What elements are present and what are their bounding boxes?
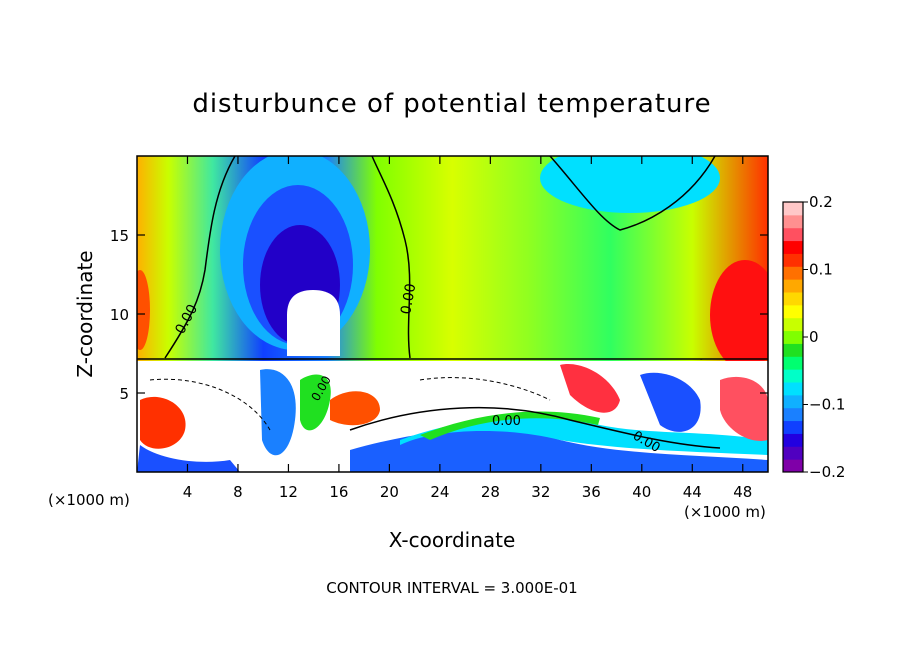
x-tick-label: 24: [430, 483, 449, 501]
colorbar-swatch: [783, 266, 803, 280]
x-tick-label: 8: [233, 483, 243, 501]
far-right-eddy: [720, 376, 768, 441]
x-tick-label: 28: [481, 483, 500, 501]
contour-label: 0.00: [492, 414, 521, 429]
undefined-region-upper: [287, 290, 340, 356]
x-tick-label: 40: [632, 483, 651, 501]
chart-title: disturbunce of potential temperature: [192, 89, 711, 119]
colorbar-swatch: [783, 420, 803, 434]
lower-cyan-band: [400, 416, 768, 455]
y-tick-label: 15: [110, 227, 129, 245]
colorbar-swatch: [783, 279, 803, 293]
colorbar-swatch: [783, 446, 803, 460]
lower-green-band: [420, 411, 600, 440]
center-eddy: [260, 369, 296, 456]
x-unit-right: (×1000 m): [684, 503, 766, 521]
lower-blue-band: [350, 429, 768, 472]
colorbar-swatch: [783, 317, 803, 332]
x-tick-label: 16: [329, 483, 348, 501]
colorbar-swatch: [783, 330, 803, 344]
contour-zero-right: [549, 156, 716, 231]
left-warm: [137, 270, 150, 350]
y-tick-label: 5: [119, 385, 129, 403]
colorbar-swatch: [783, 407, 803, 422]
contour-label: 0.00: [398, 282, 419, 315]
right-eddy-blue: [640, 372, 701, 432]
colorbar-tick-label: 0: [809, 328, 819, 346]
upper-right-cool: [540, 156, 720, 213]
colorbar-tick-label: −0.2: [809, 463, 845, 481]
colorbar-tick-label: 0.1: [809, 261, 833, 279]
x-axis: 4 8 12 16 20 24 28 32 36 40 44 48: [183, 156, 752, 501]
left-eddy-red: [140, 396, 186, 449]
x-tick-label: 4: [183, 483, 193, 501]
colorbar-swatch: [783, 382, 803, 396]
x-tick-label: 44: [683, 483, 702, 501]
right-warm: [710, 260, 768, 370]
colorbar-swatch: [783, 240, 803, 254]
mid-eddy-red: [330, 391, 380, 426]
x-tick-label: 48: [733, 483, 752, 501]
plot-field: [137, 156, 768, 472]
center-eddy-2: [300, 374, 331, 431]
x-tick-label: 12: [279, 483, 298, 501]
y-tick-label: 10: [110, 306, 129, 324]
contour-dashed-lower: [149, 377, 551, 431]
colorbar-tick-label: 0.2: [809, 193, 833, 211]
x-tick-label: 36: [582, 483, 601, 501]
colorbar-swatch: [783, 343, 803, 357]
contour-zero-left: [164, 156, 236, 359]
x-axis-label: X-coordinate: [389, 528, 516, 552]
colorbar-swatch: [783, 304, 803, 319]
contour-zero-lower: [349, 406, 721, 449]
contour-interval: CONTOUR INTERVAL = 3.000E-01: [326, 579, 577, 597]
colorbar-swatch: [783, 202, 803, 216]
y-axis: 5 10 15: [110, 227, 768, 403]
colorbar-swatch: [783, 227, 803, 242]
y-axis-label: Z-coordinate: [73, 250, 97, 377]
x-unit-left: (×1000 m): [48, 491, 130, 509]
colorbar-tick-label: −0.1: [809, 396, 845, 414]
colorbar-swatch: [783, 214, 803, 229]
colorbar-swatch: [783, 394, 803, 409]
colorbar: 0.2 0.1 0 −0.1 −0.2: [782, 193, 845, 481]
colorbar-swatch: [783, 369, 803, 383]
colorbar-swatch: [783, 292, 803, 306]
x-tick-label: 32: [531, 483, 550, 501]
colorbar-swatch: [783, 253, 803, 267]
x-tick-label: 20: [380, 483, 399, 501]
contour-label: 0.00: [700, 359, 703, 361]
right-eddy-red: [560, 364, 620, 413]
colorbar-swatch: [783, 433, 803, 447]
contour-zero-center: [371, 156, 411, 359]
left-eddy-blue: [137, 445, 240, 472]
colorbar-swatch: [783, 356, 803, 370]
colorbar-swatch: [783, 459, 803, 473]
